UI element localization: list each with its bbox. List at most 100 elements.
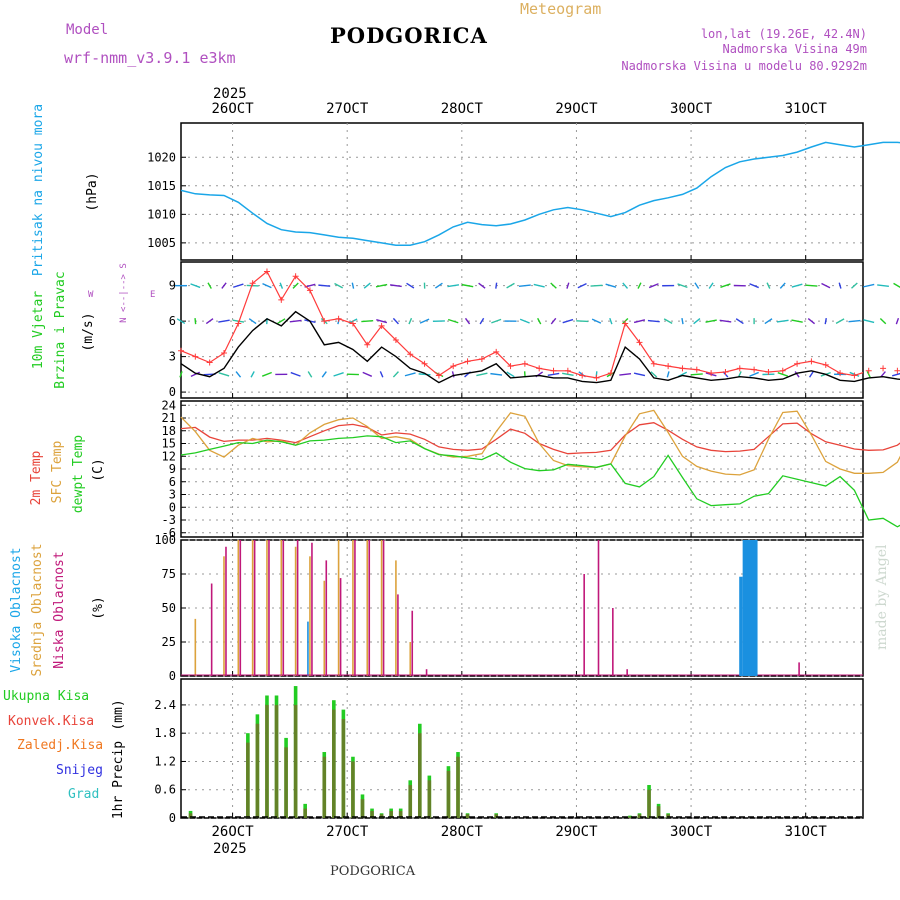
wind-arrow xyxy=(478,282,486,289)
wind-arrow xyxy=(248,318,257,325)
precip-convective-bar xyxy=(284,747,288,818)
wind-arrow xyxy=(866,371,871,378)
precip-ytick-label-0: 0 xyxy=(169,811,176,825)
gust-marker xyxy=(335,315,342,322)
wind-arrow xyxy=(390,284,402,288)
gust-marker xyxy=(392,337,399,344)
wind-arrow xyxy=(622,282,629,289)
wind-arrow xyxy=(506,282,515,289)
temperature-ytick-label-3: 3 xyxy=(169,488,176,502)
wind-arrow xyxy=(333,372,344,377)
wind-arrow xyxy=(361,319,374,323)
temperature-ytick-label-9: 21 xyxy=(162,411,176,425)
temperature-ytick-label-0: -6 xyxy=(162,526,176,540)
wind-arrow xyxy=(708,282,714,289)
gust-marker xyxy=(450,363,457,370)
pressure-unit: (hPa) xyxy=(85,172,100,211)
gust-marker xyxy=(894,367,900,374)
temp-unit: (C) xyxy=(91,458,106,481)
wind-arrow xyxy=(566,282,570,289)
wind-arrow xyxy=(807,318,816,325)
wind-arrow xyxy=(719,319,732,323)
wind-title: 10m Vjetar xyxy=(31,291,46,369)
gust-marker xyxy=(493,348,500,355)
pressure-titles: Pritisak na nivou mora (hPa) xyxy=(31,104,100,276)
gust-marker xyxy=(349,320,356,327)
gust-marker xyxy=(178,347,184,354)
wind-arrow xyxy=(663,318,673,324)
gust-marker xyxy=(665,363,672,370)
wind-arrow xyxy=(179,371,183,378)
low-cloud-title: Niska Oblacnost xyxy=(52,551,67,668)
temp2m-line xyxy=(180,422,900,455)
wind-arrow xyxy=(464,317,471,325)
gust-marker xyxy=(306,287,313,294)
temperature-ytick-label-2: 0 xyxy=(169,500,176,514)
gust-marker xyxy=(822,361,829,368)
sfc-title: SFC Temp xyxy=(50,441,65,504)
x-label-bottom-4: 30OCT xyxy=(670,824,713,840)
gust-marker xyxy=(579,372,586,379)
wind-arrow xyxy=(694,282,700,289)
wind-arrow xyxy=(434,282,443,289)
gust-marker xyxy=(607,370,614,377)
gust-marker xyxy=(693,366,700,373)
temperature-ytick-label-6: 12 xyxy=(162,449,176,463)
legend-ukupna: Ukupna Kisa xyxy=(3,689,89,704)
precip-convective-bar xyxy=(656,806,661,818)
wind-arrow xyxy=(835,318,845,324)
wind-direction-key: N <--|--> S xyxy=(119,263,129,323)
gust-marker xyxy=(736,365,743,372)
wind-ytick-label-3: 9 xyxy=(169,279,176,293)
temperature-ytick-label-7: 15 xyxy=(162,437,176,451)
wind-subtitle: Brzina i Pravac xyxy=(53,271,68,388)
pressure-frame xyxy=(180,122,864,261)
high-cloud-block-0 xyxy=(742,540,758,676)
wind-arrow xyxy=(476,372,488,377)
temperature-ytick-label-5: 9 xyxy=(169,462,176,476)
gust-marker xyxy=(794,360,801,367)
gust-marker xyxy=(851,372,858,379)
wind-arrow xyxy=(547,372,560,376)
wind-ytick-label-0: 0 xyxy=(169,385,176,399)
temperature-ytick-label-4: 6 xyxy=(169,475,176,489)
wind-arrow xyxy=(495,282,498,289)
gust-marker xyxy=(708,370,715,377)
temp-title: 2m Temp xyxy=(29,450,44,505)
wind-arrow xyxy=(577,282,587,289)
wind-arrow xyxy=(749,283,759,289)
temperature-ytick-label-10: 24 xyxy=(162,398,176,412)
wind-arrow xyxy=(194,318,197,325)
gust-marker xyxy=(865,367,872,374)
wind-arrow xyxy=(808,371,814,378)
wind-arrow xyxy=(735,318,744,325)
gust-marker xyxy=(536,365,543,372)
gust-marker xyxy=(765,368,772,375)
pressure-ytick-label-3: 1020 xyxy=(147,150,176,164)
wind-arrow xyxy=(619,372,632,376)
wind-arrow xyxy=(677,283,688,289)
wind-frame xyxy=(180,261,864,399)
wind-arrow xyxy=(321,371,327,378)
wind-arrow xyxy=(351,282,355,289)
pressure-line xyxy=(180,141,900,246)
wind-arrow xyxy=(824,318,827,325)
x-label-top-4: 30OCT xyxy=(670,101,713,117)
gust-marker xyxy=(507,363,514,370)
mid-cloud-title: Srednja Oblacnost xyxy=(30,543,45,676)
wind-arrow xyxy=(749,371,759,377)
footer-city: PODGORICA xyxy=(330,864,416,879)
precip-convective-bar xyxy=(265,704,269,818)
wind-arrow xyxy=(261,371,272,377)
wind-arrow xyxy=(491,318,502,324)
precip-title: 1hr Precip xyxy=(111,741,126,819)
wind-arrow xyxy=(277,318,286,325)
wind-arrow xyxy=(392,371,399,378)
wind-arrow xyxy=(379,371,384,378)
gust-marker xyxy=(478,355,485,362)
temperature-ytick-label-8: 18 xyxy=(162,424,176,438)
year-bottom: 2025 xyxy=(213,841,247,857)
wind-arrow xyxy=(609,317,613,325)
wind-arrow xyxy=(693,318,701,325)
